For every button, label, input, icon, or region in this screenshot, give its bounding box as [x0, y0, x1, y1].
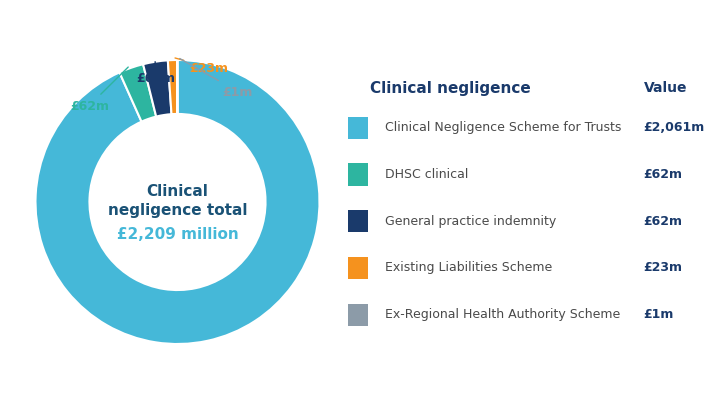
Text: £62m: £62m — [643, 168, 682, 181]
Text: £62m: £62m — [643, 214, 682, 227]
Text: £23m: £23m — [643, 261, 682, 274]
Text: Value: Value — [643, 81, 687, 95]
Text: Clinical negligence: Clinical negligence — [371, 81, 531, 96]
Text: £1m: £1m — [643, 307, 674, 320]
FancyBboxPatch shape — [348, 304, 368, 326]
Text: Clinical Negligence Scheme for Trusts: Clinical Negligence Scheme for Trusts — [385, 121, 621, 134]
FancyBboxPatch shape — [348, 257, 368, 279]
Text: £1m: £1m — [180, 60, 252, 98]
Wedge shape — [119, 65, 156, 122]
FancyBboxPatch shape — [348, 211, 368, 233]
Wedge shape — [143, 61, 172, 117]
Text: negligence total: negligence total — [108, 202, 247, 217]
Text: Clinical: Clinical — [146, 184, 209, 198]
Text: £2,061m: £2,061m — [643, 121, 705, 134]
FancyBboxPatch shape — [348, 117, 368, 140]
Text: General practice indemnity: General practice indemnity — [385, 214, 557, 227]
Text: £2,061m: £2,061m — [140, 311, 215, 326]
Text: £62m: £62m — [137, 62, 175, 84]
Text: DHSC clinical: DHSC clinical — [385, 168, 469, 181]
Wedge shape — [36, 61, 320, 344]
Text: Ex-Regional Health Authority Scheme: Ex-Regional Health Authority Scheme — [385, 307, 621, 320]
Text: £62m: £62m — [70, 68, 129, 113]
Wedge shape — [168, 61, 178, 115]
FancyBboxPatch shape — [348, 164, 368, 186]
Text: £2,209 million: £2,209 million — [116, 226, 239, 241]
Text: £23m: £23m — [175, 59, 228, 75]
Text: Existing Liabilities Scheme: Existing Liabilities Scheme — [385, 261, 552, 274]
